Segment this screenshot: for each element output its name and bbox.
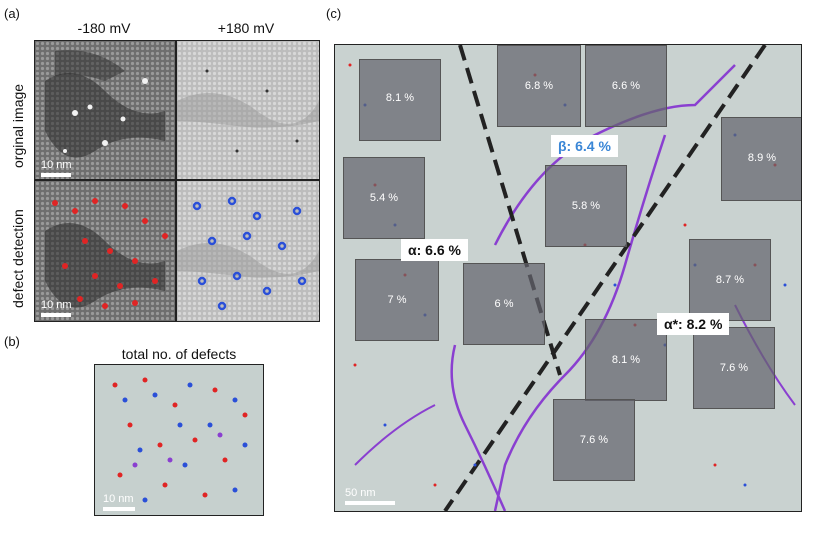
detection-image-positive (176, 180, 320, 322)
col-title-negative: -180 mV (77, 20, 131, 36)
callout-alpha-star: α*: 8.2 % (657, 313, 730, 335)
region-2: 6.8 % (497, 45, 581, 127)
scalebar-c: 50 nm (345, 485, 395, 505)
row-label-original: orginal image (10, 83, 26, 168)
region-3: 6.6 % (585, 45, 667, 127)
detection-image-negative: 10 nm (34, 180, 176, 322)
region-4: 8.9 % (721, 117, 801, 201)
region-8: 6 % (463, 263, 545, 345)
panel-b-label: (b) (4, 334, 20, 349)
scalebar-b: 10 nm (103, 493, 135, 511)
total-defects-map: 10 nm (94, 364, 264, 516)
stm-image-positive (176, 40, 320, 180)
region-7: 7 % (355, 259, 439, 341)
region-11: 7.6 % (693, 327, 775, 409)
stm-image-negative: 10 nm (34, 40, 176, 180)
panel-c-label: (c) (326, 6, 342, 21)
callout-beta: β: 6.4 % (551, 135, 618, 157)
region-12: 7.6 % (553, 399, 635, 481)
region-9: 8.7 % (689, 239, 771, 321)
panel-a-label: (a) (4, 6, 20, 21)
row-label-detection: defect detection (10, 209, 26, 308)
callout-alpha: α: 6.6 % (401, 239, 468, 261)
region-6: 5.8 % (545, 165, 627, 247)
region-10: 8.1 % (585, 319, 667, 401)
region-5: 5.4 % (343, 157, 425, 239)
region-1: 8.1 % (359, 59, 441, 141)
col-title-positive: +180 mV (217, 20, 275, 36)
scalebar-a2: 10 nm (41, 299, 72, 317)
scalebar-a1: 10 nm (41, 159, 72, 177)
panel-b-title: total no. of defects (121, 346, 237, 362)
large-defect-map: 8.1 % 6.8 % 6.6 % 8.9 % 5.4 % 5.8 % 7 % … (334, 44, 802, 512)
